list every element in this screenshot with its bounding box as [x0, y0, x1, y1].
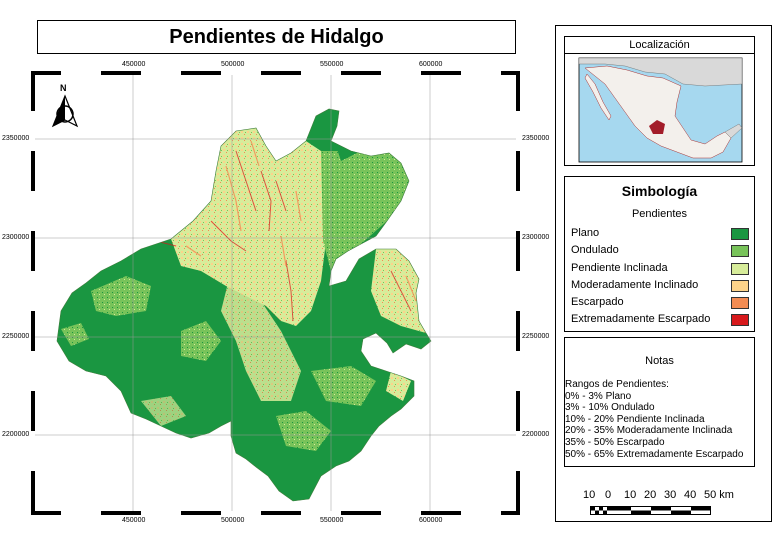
notes-line-5: 35% - 50% Escarpado	[565, 436, 665, 448]
map-title: Pendientes de Hidalgo	[37, 20, 516, 54]
legend-swatch-moderado	[731, 280, 749, 292]
y-tick-right-3: 2250000	[522, 333, 550, 340]
notes-line-3: 10% - 20% Pendiente Inclinada	[565, 413, 705, 425]
notes-body: Rangos de Pendientes: 0% - 3% Plano 3% -…	[565, 379, 743, 460]
scale-label-7: 50 km	[704, 489, 734, 501]
notes-title: Notas	[645, 355, 674, 367]
legend-label-plano: Plano	[571, 227, 600, 239]
x-tick-bottom-4: 600000	[419, 517, 443, 524]
x-tick-bottom-3: 550000	[320, 517, 344, 524]
map-canvas	[30, 70, 521, 516]
side-panel	[555, 25, 772, 522]
legend-swatch-extremo	[731, 314, 749, 326]
y-tick-right-4: 2200000	[522, 431, 550, 438]
locator-canvas	[578, 57, 743, 163]
y-tick-right-1: 2350000	[522, 135, 550, 142]
notes-line-2: 3% - 10% Ondulado	[565, 402, 655, 414]
x-tick-bottom-2: 500000	[221, 517, 245, 524]
y-tick-left-1: 2350000	[2, 135, 30, 142]
scale-bar	[590, 506, 711, 515]
legend-swatch-plano	[731, 228, 749, 240]
y-tick-left-3: 2250000	[2, 333, 30, 340]
notes-line-1: 0% - 3% Plano	[565, 390, 632, 402]
locator-title: Localización	[565, 37, 754, 54]
x-tick-top-3: 550000	[320, 61, 344, 68]
scale-label-6: 40	[684, 489, 697, 501]
scale-label-2: 0	[605, 489, 612, 501]
graticule	[35, 75, 516, 511]
hidalgo-highlight	[649, 120, 665, 134]
legend-label-escarpado: Escarpado	[571, 296, 624, 308]
x-tick-top-2: 500000	[221, 61, 245, 68]
x-tick-top-1: 450000	[122, 61, 146, 68]
legend-swatch-escarpado	[731, 297, 749, 309]
y-tick-left-2: 2300000	[2, 234, 30, 241]
legend-label-inclinada: Pendiente Inclinada	[571, 262, 668, 274]
legend-swatch-ondulado	[731, 245, 749, 257]
notes-line-4: 20% - 35% Moderadamente Inclinada	[565, 425, 733, 437]
scale-label-4: 20	[644, 489, 657, 501]
notes-box: Notas Rangos de Pendientes: 0% - 3% Plan…	[564, 337, 755, 467]
legend-label-moderado: Moderadamente Inclinado	[571, 279, 699, 291]
legend-label-ondulado: Ondulado	[571, 244, 619, 256]
north-label: N	[60, 83, 67, 93]
locator-map: Localización	[564, 36, 755, 166]
legend: Simbología Pendientes Plano Ondulado Pen…	[564, 176, 755, 332]
notes-line-6: 50% - 65% Extremadamente Escarpado	[565, 448, 744, 460]
notes-heading: Rangos de Pendientes:	[565, 379, 669, 390]
y-tick-left-4: 2200000	[2, 431, 30, 438]
legend-label-extremo: Extremadamente Escarpado	[571, 313, 711, 325]
scale-label-1: 10	[583, 489, 596, 501]
hidalgo-slope-raster	[56, 108, 432, 502]
map-frame: N 450000 500000 550000 600000 450000 500…	[2, 61, 549, 524]
legend-subtitle: Pendientes	[631, 208, 688, 220]
x-tick-bottom-1: 450000	[122, 517, 146, 524]
map-title-text: Pendientes de Hidalgo	[169, 25, 384, 48]
scale-label-3: 10	[624, 489, 637, 501]
x-tick-top-4: 600000	[419, 61, 443, 68]
north-arrow-icon	[51, 94, 79, 128]
y-tick-right-2: 2300000	[522, 234, 550, 241]
scale-label-5: 30	[664, 489, 677, 501]
legend-swatch-inclinada	[731, 263, 749, 275]
legend-title: Simbología	[621, 183, 698, 199]
